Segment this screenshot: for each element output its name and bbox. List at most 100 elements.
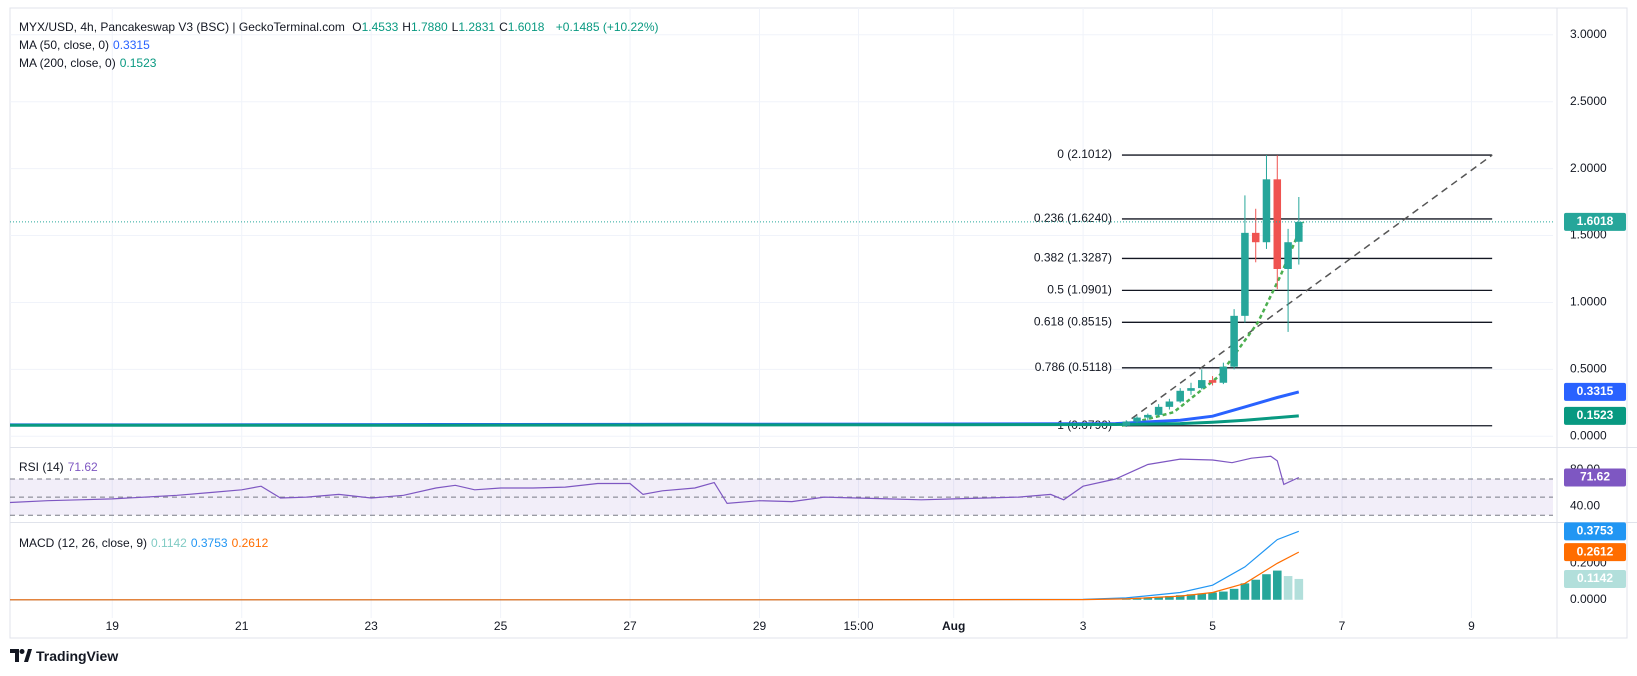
logo — [10, 649, 32, 662]
rsi-value: 71.62 — [67, 460, 98, 474]
price-badge-text: 1.6018 — [1577, 214, 1614, 228]
macd-badge-text: 0.2612 — [1577, 544, 1614, 558]
hist-badge-text: 0.1142 — [1577, 571, 1613, 585]
y-tick-label: 0.0000 — [1570, 592, 1607, 606]
fib-label: 0.618 (0.8515) — [1034, 315, 1112, 329]
rsi-badge — [1564, 468, 1626, 487]
macd-badge — [1564, 522, 1626, 541]
x-tick-label: 7 — [1339, 619, 1346, 633]
x-tick-label: 19 — [106, 619, 120, 633]
symbol-title: MYX/USD, 4h, Pancakeswap V3 (BSC) | Geck… — [19, 20, 345, 34]
candle-body — [1284, 242, 1292, 269]
candle-body — [1219, 366, 1228, 383]
candle-body — [1165, 401, 1174, 407]
histogram-bar — [1294, 578, 1304, 600]
y-tick-label: 0.0000 — [1570, 428, 1607, 442]
y-tick-label: 0.5000 — [1570, 362, 1607, 376]
x-tick-label: 15:00 — [844, 619, 874, 633]
hist-badge — [1564, 569, 1626, 588]
candle-body — [1241, 232, 1249, 316]
ohlc-value: 1.2831 — [458, 20, 496, 34]
series-line — [10, 414, 1299, 427]
footer: TradingView — [10, 648, 118, 664]
ohlc-value: 1.4533 — [361, 20, 399, 34]
candle-body — [1122, 421, 1131, 426]
candle-body — [1176, 390, 1184, 402]
ma-badge-text: 0.1523 — [1577, 408, 1614, 422]
histogram-bar — [1165, 596, 1174, 600]
ma200-value: 0.1523 — [119, 56, 157, 70]
rsi-band — [10, 478, 1553, 516]
x-tick-label: 3 — [1080, 619, 1087, 633]
histogram-bar — [1240, 583, 1250, 600]
ma200-legend: MA (200, close, 0) 0.1523 — [19, 56, 160, 70]
signal-value: 0.2612 — [231, 536, 269, 550]
fib-label: 0 (2.1012) — [1057, 147, 1112, 161]
hist-value: 0.1142 — [151, 536, 187, 550]
ohlc-key: L — [451, 20, 459, 34]
candle-body — [1154, 406, 1163, 415]
ohlc-key: H — [402, 20, 411, 34]
price-badge — [1564, 212, 1626, 231]
ohlc: O1.4533 H1.7880 L1.2831 C1.6018 — [352, 20, 548, 34]
y-tick-label: 2.0000 — [1570, 161, 1607, 175]
macd-badge-text: 0.3753 — [1577, 523, 1614, 537]
trend-line — [1121, 154, 1493, 427]
ma-badge — [1564, 406, 1626, 425]
histogram-bar — [1272, 570, 1282, 600]
histogram-bar — [1132, 598, 1142, 600]
histogram-bar — [1251, 579, 1261, 600]
fib-label: 0.786 (0.5118) — [1035, 360, 1112, 374]
rsi-title: RSI (14) — [19, 460, 64, 474]
x-tick-label: 29 — [753, 619, 767, 633]
histogram-bar — [1283, 576, 1293, 600]
ma200-name: MA (200, close, 0) — [19, 56, 116, 70]
x-tick-label: 23 — [364, 619, 378, 633]
fib-label: 0.382 (1.3287) — [1034, 251, 1112, 265]
histogram-bar — [1219, 591, 1228, 600]
candle-body — [1133, 417, 1141, 422]
candle-body — [1230, 315, 1238, 367]
series-line — [10, 551, 1300, 601]
x-tick-label: 9 — [1468, 619, 1475, 633]
x-tick-label: 5 — [1209, 619, 1216, 633]
histogram-bar — [1186, 594, 1196, 600]
histogram-bar — [1208, 592, 1217, 600]
candle-body — [1295, 221, 1303, 242]
y-tick-label: 40.00 — [1570, 498, 1600, 512]
candle-body — [1262, 179, 1271, 243]
histogram-bar — [1262, 574, 1271, 600]
histogram-bar — [1175, 595, 1185, 600]
ma50-value: 0.3315 — [113, 38, 150, 52]
candle-body — [1251, 232, 1260, 243]
fib-label: 0.5 (1.0901) — [1047, 283, 1112, 297]
x-tick-label: 21 — [235, 619, 249, 633]
curve — [1121, 221, 1305, 427]
change: +0.1485 (+10.22%) — [555, 20, 659, 34]
macd-value: 0.3753 — [190, 536, 228, 550]
series-line — [9, 455, 1300, 505]
y-tick-label: 1.5000 — [1570, 228, 1607, 242]
rsi-legend: RSI (14) 71.62 — [19, 460, 102, 474]
ohlc-key: C — [499, 20, 508, 34]
y-tick-label: 1.0000 — [1570, 295, 1607, 309]
macd-badge — [1564, 543, 1626, 562]
ma50-legend: MA (50, close, 0) 0.3315 — [19, 38, 154, 52]
brand: TradingView — [36, 648, 119, 664]
plot-border — [9, 7, 1628, 639]
ma50-name: MA (50, close, 0) — [19, 38, 110, 52]
histogram-bar — [1197, 593, 1207, 600]
rsi-badge-text: 71.62 — [1580, 470, 1610, 484]
y-tick-label: 3.0000 — [1570, 27, 1607, 41]
x-tick-label: 25 — [494, 619, 508, 633]
ma-badge-text: 0.3315 — [1577, 384, 1614, 398]
y-tick-label: 2.5000 — [1570, 94, 1607, 108]
candle-body — [1197, 380, 1206, 389]
histogram-bar — [1229, 588, 1239, 600]
ohlc-value: 1.6018 — [507, 20, 545, 34]
candle-body — [1208, 380, 1217, 383]
candle-body — [1144, 414, 1152, 418]
header: MYX/USD, 4h, Pancakeswap V3 (BSC) | Geck… — [19, 20, 663, 34]
